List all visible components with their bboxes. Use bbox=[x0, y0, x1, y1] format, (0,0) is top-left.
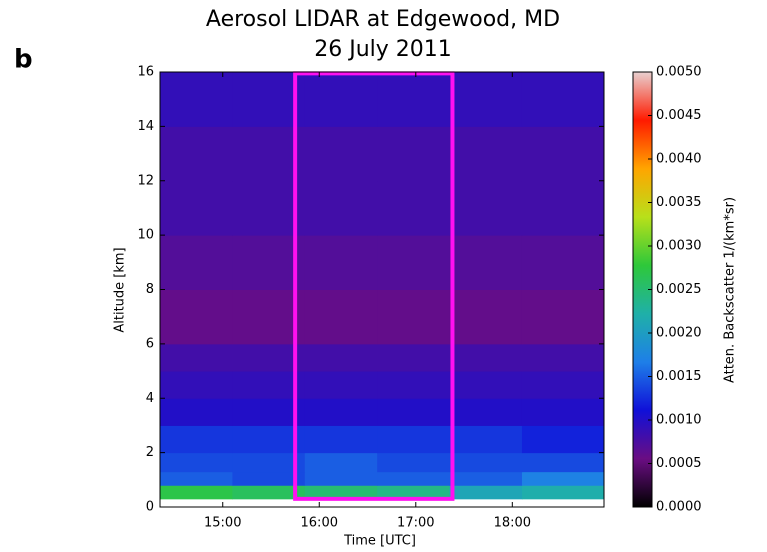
heatmap-cell bbox=[449, 72, 523, 127]
y-tick-label: 10 bbox=[137, 228, 154, 243]
colorbar-tick-label: 0.0040 bbox=[656, 152, 702, 167]
y-tick-label: 12 bbox=[137, 173, 154, 188]
heatmap-cell bbox=[304, 425, 378, 454]
heatmap-cell bbox=[521, 126, 605, 182]
heatmap-cell bbox=[521, 180, 605, 236]
x-tick-label: 15:00 bbox=[204, 516, 241, 531]
y-tick-label: 0 bbox=[146, 500, 154, 515]
y-tick-label: 4 bbox=[146, 391, 154, 406]
heatmap-cell bbox=[160, 398, 233, 426]
colorbar-tick-label: 0.0030 bbox=[656, 239, 702, 254]
heatmap-cell bbox=[449, 180, 523, 236]
heatmap-cell bbox=[449, 485, 523, 500]
colorbar-tick-label: 0.0000 bbox=[656, 500, 702, 515]
heatmap-cell bbox=[377, 471, 451, 486]
heatmap-cell bbox=[377, 452, 451, 473]
heatmap-cell bbox=[304, 289, 378, 345]
heatmap-cell bbox=[449, 398, 523, 426]
y-tick-label: 16 bbox=[137, 65, 154, 80]
y-tick-label: 2 bbox=[146, 445, 154, 460]
heatmap-cell bbox=[449, 235, 523, 290]
heatmap-cell bbox=[160, 180, 233, 236]
heatmap-cell bbox=[449, 126, 523, 182]
heatmap-cell bbox=[160, 343, 233, 372]
heatmap-cell bbox=[377, 485, 451, 500]
heatmap-cell bbox=[304, 235, 378, 290]
y-axis-label: Altitude [km] bbox=[113, 247, 128, 332]
colorbar-tick-label: 0.0035 bbox=[656, 195, 702, 210]
heatmap-cell bbox=[521, 371, 605, 399]
heatmap-cell bbox=[377, 72, 451, 127]
chart-title: Aerosol LIDAR at Edgewood, MD bbox=[206, 7, 560, 32]
heatmap-cell bbox=[521, 471, 605, 486]
heatmap-cell bbox=[160, 235, 233, 290]
heatmap-cell bbox=[160, 126, 233, 182]
heatmap-cell bbox=[160, 471, 233, 486]
y-tick-label: 14 bbox=[137, 119, 154, 134]
highlight-box bbox=[293, 71, 455, 501]
colorbar-label: Atten. Backscatter 1/(km*sr) bbox=[723, 197, 738, 383]
heatmap-cell bbox=[377, 289, 451, 345]
x-axis-label: Time [UTC] bbox=[343, 534, 416, 549]
heatmap-cell bbox=[521, 425, 605, 454]
heatmap-cell bbox=[160, 452, 233, 473]
heatmap-cell bbox=[449, 425, 523, 454]
heatmap-cell bbox=[521, 343, 605, 372]
heatmap-cell bbox=[377, 235, 451, 290]
heatmap-cell bbox=[304, 371, 378, 399]
heatmap-cell bbox=[521, 289, 605, 345]
y-tick-label: 6 bbox=[146, 336, 154, 351]
heatmap-cell bbox=[304, 72, 378, 127]
heatmap-cell bbox=[232, 471, 306, 486]
heatmap-cell bbox=[449, 471, 523, 486]
heatmap-cell bbox=[521, 452, 605, 473]
heatmap-cell bbox=[160, 72, 233, 127]
heatmap-cell bbox=[377, 425, 451, 454]
heatmap-cell bbox=[449, 289, 523, 345]
heatmap-cell bbox=[304, 485, 378, 500]
colorbar-tick-label: 0.0010 bbox=[656, 413, 702, 428]
heatmap-cell bbox=[232, 485, 306, 500]
x-tick-label: 16:00 bbox=[301, 516, 338, 531]
colorbar-tick-label: 0.0025 bbox=[656, 282, 702, 297]
y-tick-label: 8 bbox=[146, 282, 154, 297]
heatmap-cell bbox=[304, 452, 378, 473]
heatmap-cell bbox=[304, 126, 378, 182]
heatmap-cell bbox=[521, 398, 605, 426]
heatmap-cell bbox=[160, 425, 233, 454]
heatmap-cell bbox=[377, 180, 451, 236]
x-tick-label: 17:00 bbox=[397, 516, 434, 531]
heatmap-cell bbox=[232, 452, 306, 473]
heatmap-cell bbox=[377, 343, 451, 372]
heatmap-cell bbox=[449, 343, 523, 372]
heatmap-cell bbox=[304, 343, 378, 372]
colorbar-tick-label: 0.0005 bbox=[656, 456, 702, 471]
panel-label: b bbox=[14, 45, 33, 75]
chart-subtitle: 26 July 2011 bbox=[314, 37, 452, 62]
heatmap-cell bbox=[521, 235, 605, 290]
heatmap-cell bbox=[377, 126, 451, 182]
x-tick-label: 18:00 bbox=[494, 516, 531, 531]
colorbar-tick-label: 0.0045 bbox=[656, 108, 702, 123]
heatmap-cell bbox=[449, 452, 523, 473]
heatmap-cell bbox=[521, 72, 605, 127]
heatmap-cell bbox=[160, 371, 233, 399]
heatmap-cell bbox=[304, 398, 378, 426]
heatmap-cell bbox=[377, 398, 451, 426]
heatmap-cell bbox=[160, 485, 233, 500]
heatmap-cell bbox=[377, 371, 451, 399]
colorbar-tick-label: 0.0050 bbox=[656, 65, 702, 80]
heatmap-cell bbox=[304, 180, 378, 236]
heatmap-cell bbox=[449, 371, 523, 399]
colorbar-tick-label: 0.0020 bbox=[656, 326, 702, 341]
heatmap-cell bbox=[160, 289, 233, 345]
colorbar-tick-label: 0.0015 bbox=[656, 369, 702, 384]
heatmap-cell bbox=[304, 471, 378, 486]
heatmap-cell bbox=[521, 485, 605, 500]
